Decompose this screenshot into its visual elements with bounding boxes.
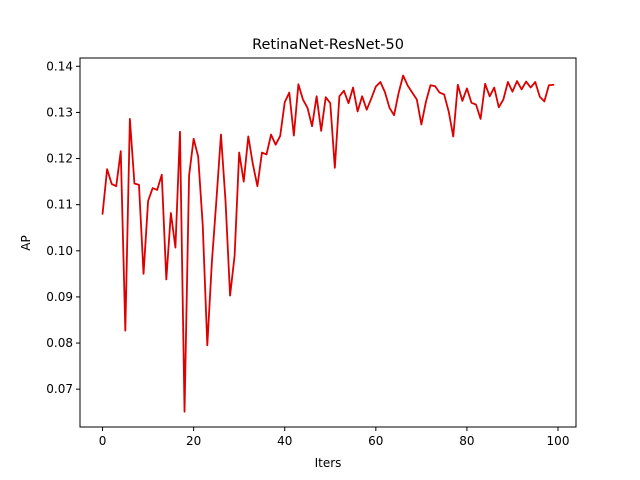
y-axis-label: AP: [19, 235, 33, 250]
y-tick-label: 0.10: [46, 244, 73, 258]
x-tick-label: 40: [277, 434, 292, 448]
y-tick-label: 0.14: [46, 59, 73, 73]
y-tick-label: 0.11: [46, 198, 73, 212]
y-axis-ticks: 0.07 0.08 0.09 0.10 0.11 0.12 0.13 0.14: [46, 59, 80, 396]
x-tick-label: 100: [547, 434, 570, 448]
x-tick-label: 60: [368, 434, 383, 448]
x-tick-label: 20: [186, 434, 201, 448]
y-tick-label: 0.12: [46, 152, 73, 166]
chart-title: RetinaNet-ResNet-50: [252, 37, 404, 53]
x-axis-label: Iters: [315, 456, 342, 470]
y-tick-label: 0.13: [46, 105, 73, 119]
y-tick-label: 0.07: [46, 382, 73, 396]
y-tick-label: 0.09: [46, 290, 73, 304]
y-tick-label: 0.08: [46, 336, 73, 350]
ap-series-line: [101, 74, 555, 413]
x-tick-label: 0: [99, 434, 107, 448]
series-layer: [101, 74, 555, 413]
x-tick-label: 80: [459, 434, 474, 448]
plot-area: 0 20 40 60 80 100 0.07 0.08 0.09 0.10 0.11 0.12 0.1…: [46, 57, 577, 448]
plot-frame: [79, 57, 577, 428]
x-axis-ticks: 0 20 40 60 80 100: [99, 427, 570, 448]
